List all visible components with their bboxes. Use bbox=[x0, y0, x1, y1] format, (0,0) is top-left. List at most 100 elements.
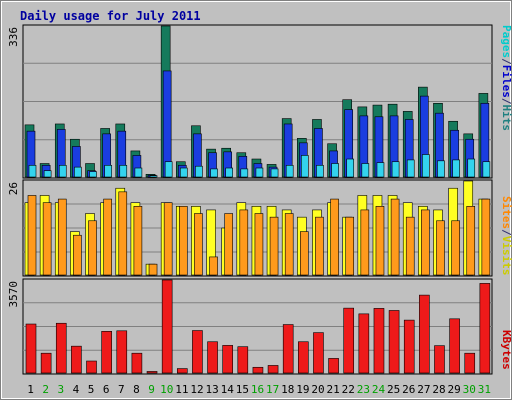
x-tick-label: 14 bbox=[221, 383, 235, 396]
x-tick-label: 4 bbox=[73, 383, 80, 396]
sites-bar bbox=[118, 191, 128, 276]
legend-entry: Pages bbox=[500, 25, 512, 58]
sites-bar bbox=[73, 234, 82, 276]
top-panel: 336 Pages/Files/Hits bbox=[7, 24, 512, 179]
x-tick-label: 22 bbox=[342, 383, 355, 396]
pages-bar bbox=[119, 165, 128, 178]
sites-bar bbox=[375, 206, 385, 276]
kbytes-bar bbox=[434, 345, 445, 374]
sites-bar bbox=[42, 202, 52, 276]
sites-bar bbox=[436, 220, 445, 276]
x-tick-label: 30 bbox=[463, 383, 476, 396]
chart-panels: 336 Pages/Files/Hits26Sites/Visits3570KBy… bbox=[7, 24, 512, 375]
sites-bar bbox=[269, 216, 279, 276]
sites-bar bbox=[360, 209, 370, 276]
sites-bar bbox=[163, 202, 173, 276]
x-tick-label: 12 bbox=[190, 383, 203, 396]
pages-bar bbox=[255, 167, 264, 178]
kbytes-bar bbox=[161, 279, 173, 374]
pages-bar bbox=[104, 165, 112, 178]
kbytes-bar bbox=[388, 310, 400, 374]
sites-bar bbox=[300, 231, 309, 276]
kbytes-bar bbox=[313, 332, 324, 374]
x-tick-label: 3 bbox=[58, 383, 65, 396]
x-tick-label: 27 bbox=[417, 383, 430, 396]
kbytes-bar bbox=[192, 330, 203, 374]
sites-bar bbox=[27, 195, 37, 276]
x-tick-label: 31 bbox=[478, 383, 491, 396]
kbytes-bar bbox=[116, 330, 128, 374]
pages-bar bbox=[43, 170, 52, 178]
x-tick-label: 10 bbox=[160, 383, 173, 396]
pages-bar bbox=[240, 168, 249, 178]
kbytes-bar bbox=[464, 352, 476, 374]
x-tick-label: 20 bbox=[311, 383, 324, 396]
pages-bar bbox=[331, 163, 339, 178]
sites-bar bbox=[466, 206, 476, 276]
sites-bar bbox=[330, 198, 339, 276]
kbytes-bar bbox=[403, 319, 415, 374]
legend-entry: Visits bbox=[500, 236, 512, 276]
kbytes-bar bbox=[207, 341, 218, 374]
kbytes-bar bbox=[86, 360, 97, 374]
pages-bar bbox=[467, 158, 476, 178]
kbytes-bar bbox=[419, 294, 430, 374]
sites-bar bbox=[405, 216, 415, 276]
kbytes-bar bbox=[252, 366, 264, 374]
pages-bar bbox=[28, 165, 37, 178]
x-tick-label: 26 bbox=[402, 383, 415, 396]
sites-bar bbox=[239, 209, 249, 276]
pages-bar bbox=[134, 167, 143, 178]
chart-title: Daily usage for July 2011 bbox=[20, 9, 201, 23]
sites-bar bbox=[315, 216, 324, 276]
x-tick-label: 8 bbox=[133, 383, 140, 396]
sites-bar bbox=[57, 198, 67, 276]
x-tick-label: 19 bbox=[296, 383, 309, 396]
bottom-panel: 3570 KBytes bbox=[7, 278, 512, 375]
pages-bar bbox=[437, 160, 445, 178]
top-y-max-label: 336 bbox=[7, 27, 20, 47]
sites-bar bbox=[103, 198, 112, 276]
legend-entry: / bbox=[500, 229, 512, 236]
x-tick-label: 18 bbox=[281, 383, 294, 396]
x-tick-label: 24 bbox=[372, 383, 386, 396]
kbytes-bar bbox=[267, 365, 279, 374]
x-tick-label: 16 bbox=[251, 383, 264, 396]
kbytes-bar bbox=[222, 345, 233, 374]
pages-bar bbox=[285, 165, 294, 178]
x-tick-label: 29 bbox=[448, 383, 461, 396]
legend-entry: Files bbox=[500, 65, 512, 98]
pages-bar bbox=[422, 154, 430, 178]
pages-bar bbox=[452, 159, 460, 178]
sites-bar bbox=[178, 206, 188, 276]
kbytes-bar bbox=[176, 368, 188, 374]
x-tick-label: 2 bbox=[42, 383, 49, 396]
pages-bar bbox=[346, 158, 355, 178]
x-tick-label: 23 bbox=[357, 383, 370, 396]
top-legend: Pages/Files/Hits bbox=[500, 25, 512, 131]
pages-bar bbox=[89, 171, 97, 178]
bottom-legend: KBytes bbox=[500, 330, 512, 370]
middle-legend: Sites/Visits bbox=[500, 196, 512, 276]
kbytes-bar bbox=[328, 358, 339, 374]
legend-entry: Sites bbox=[500, 196, 512, 229]
x-tick-label: 9 bbox=[148, 383, 155, 396]
pages-bar bbox=[164, 161, 173, 178]
sites-bar bbox=[194, 213, 203, 276]
pages-bar bbox=[301, 155, 309, 178]
x-tick-label: 11 bbox=[175, 383, 188, 396]
sites-bar bbox=[421, 209, 430, 276]
sites-bar bbox=[88, 220, 97, 276]
bottom-y-max-label: 3570 bbox=[7, 281, 20, 308]
pages-bar bbox=[195, 165, 203, 178]
pages-bar bbox=[406, 159, 415, 178]
sites-bar bbox=[481, 198, 491, 276]
pages-bar bbox=[482, 161, 491, 178]
sites-bar bbox=[254, 213, 264, 276]
legend-entry: Hits bbox=[500, 105, 512, 132]
legend-entry: / bbox=[500, 58, 512, 65]
x-tick-label: 21 bbox=[327, 383, 340, 396]
kbytes-bar bbox=[479, 283, 491, 374]
pages-bar bbox=[210, 168, 218, 178]
